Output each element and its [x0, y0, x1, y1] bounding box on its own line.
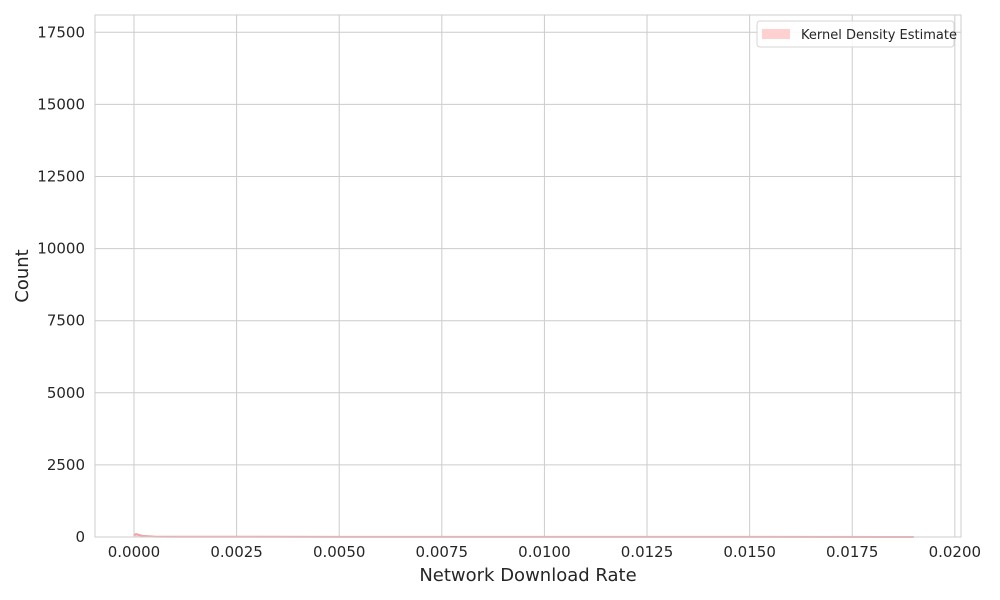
x-tick-label: 0.0050	[313, 543, 366, 561]
grid	[95, 15, 961, 538]
x-tick-label: 0.0125	[621, 543, 674, 561]
x-tick-label: 0.0100	[518, 543, 571, 561]
y-tick-label: 5000	[47, 384, 85, 402]
x-axis-label: Network Download Rate	[419, 565, 636, 586]
x-tick-label: 0.0175	[826, 543, 879, 561]
x-tick-label: 0.0075	[416, 543, 469, 561]
plot-frame	[94, 14, 962, 538]
y-tick-label: 15000	[37, 95, 85, 113]
x-tick-label: 0.0200	[929, 543, 982, 561]
y-tick-label: 17500	[37, 23, 85, 41]
y-tick-label: 2500	[47, 456, 85, 474]
y-tick-label: 12500	[37, 168, 85, 186]
legend-box	[756, 20, 955, 48]
legend: Kernel Density Estimate	[756, 20, 957, 48]
x-tick-label: 0.0025	[210, 543, 263, 561]
legend-swatch	[762, 29, 790, 39]
x-tick-label: 0.0150	[723, 543, 776, 561]
y-tick-label: 10000	[37, 240, 85, 258]
y-axis-label: Count	[12, 249, 33, 302]
x-axis-ticks: 0.0000 0.0025 0.0050 0.0075 0.0100 0.0125 0.01…	[108, 543, 981, 561]
y-axis-ticks: 0 2500 5000 7500 10000 12500 15000 17500	[37, 23, 85, 546]
y-tick-label: 0	[75, 528, 85, 546]
y-tick-label: 7500	[47, 312, 85, 330]
x-tick-label: 0.0000	[108, 543, 161, 561]
axes-frame	[94, 14, 962, 538]
legend-label: Kernel Density Estimate	[801, 28, 957, 43]
